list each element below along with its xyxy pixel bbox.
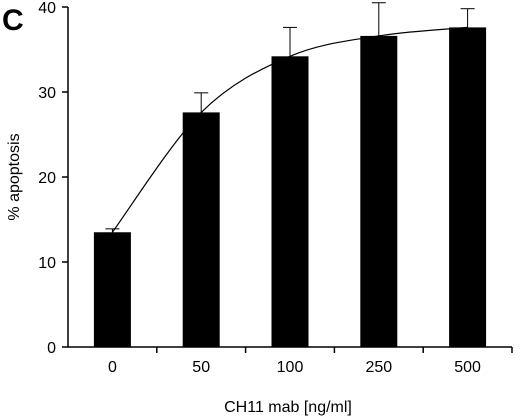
y-tick-label: 20 — [38, 170, 56, 187]
x-tick-label: 250 — [365, 359, 392, 376]
x-tick-label: 100 — [277, 359, 304, 376]
y-tick-label: 0 — [47, 340, 56, 357]
x-tick-label: 500 — [454, 359, 481, 376]
y-tick-label: 30 — [38, 85, 56, 102]
bar — [360, 35, 398, 348]
fit-curve — [111, 26, 468, 233]
x-tick-label: 0 — [108, 359, 117, 376]
y-axis-label: % apoptosis — [6, 133, 23, 220]
panel-label: C — [2, 4, 24, 37]
plot-area: 0 10 20 30 40 0 50 100 250 500 — [38, 0, 513, 376]
y-tick-label: 10 — [38, 255, 56, 272]
x-axis-label: CH11 mab [ng/ml] — [224, 399, 352, 416]
x-tick-label: 50 — [192, 359, 210, 376]
bar — [271, 56, 309, 348]
bar — [449, 27, 487, 348]
bar — [93, 232, 131, 347]
y-tick-label: 40 — [38, 0, 56, 17]
bar — [182, 112, 220, 348]
